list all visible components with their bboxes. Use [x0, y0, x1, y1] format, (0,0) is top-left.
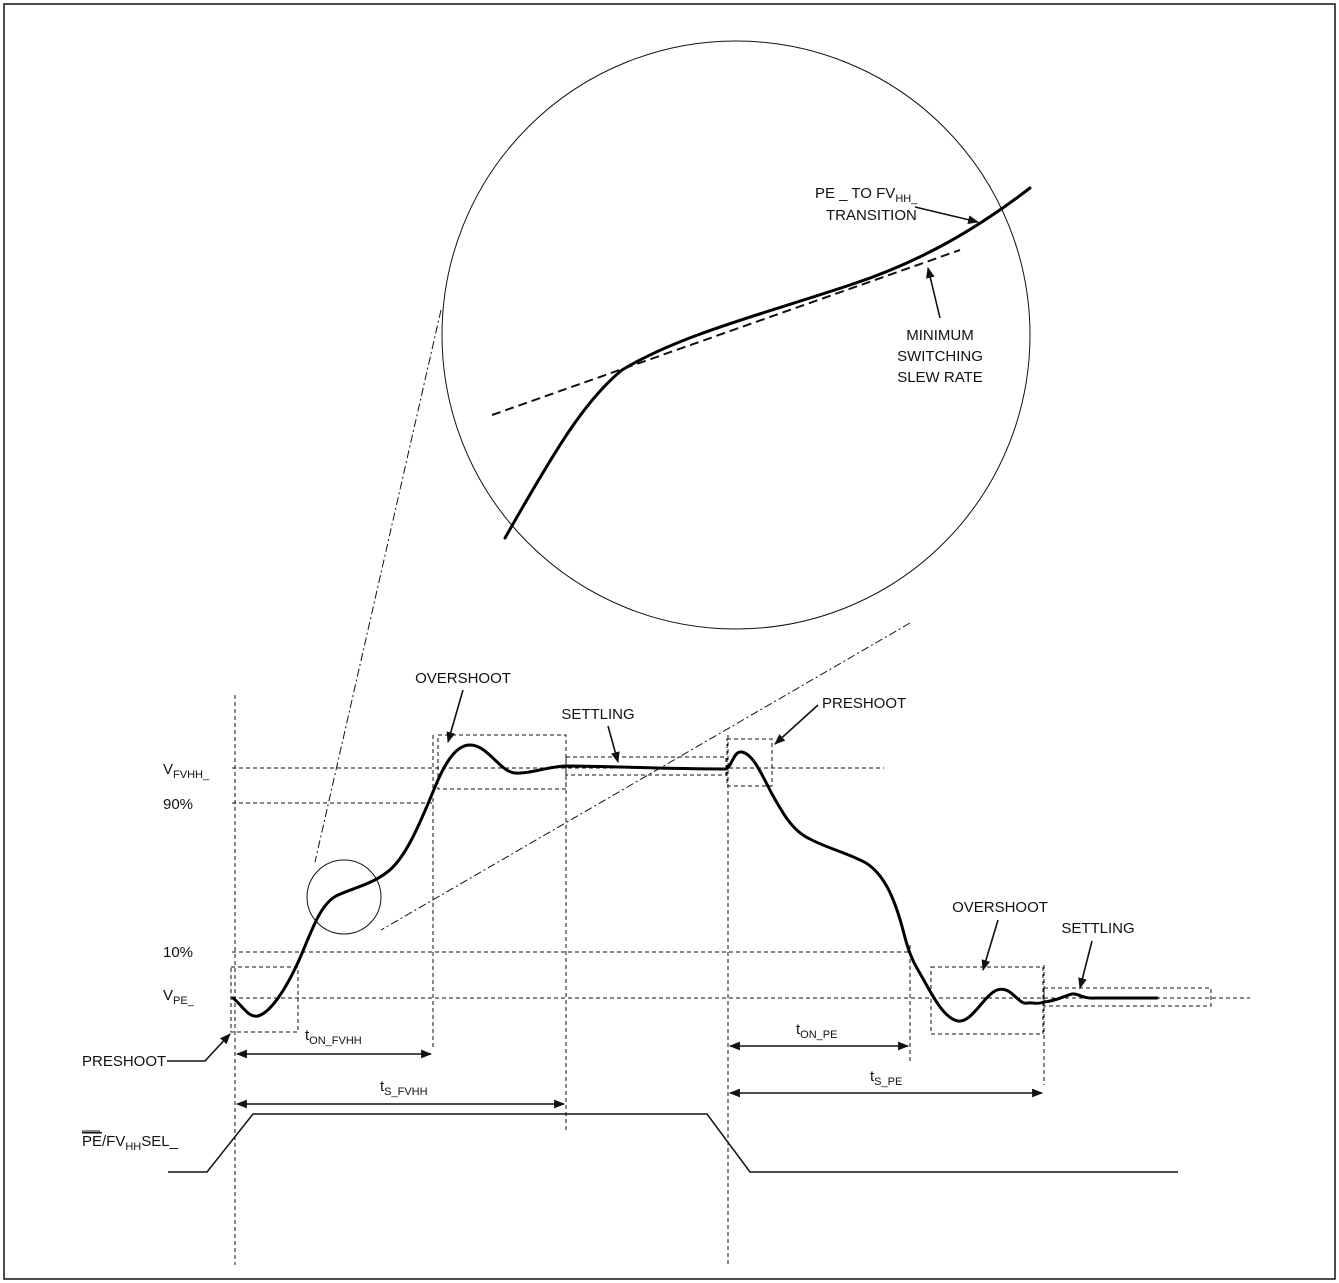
preshoot-label-start: PRESHOOT: [82, 1053, 166, 1070]
zoom-source-circle: [306, 859, 382, 935]
zoom-connector-right: [380, 622, 911, 931]
min-slew-label-1: MINIMUM: [906, 327, 974, 344]
overshoot-arrow-bottom: [981, 919, 999, 972]
zoom-connector-left: [314, 309, 442, 863]
select-signal-trace: [168, 1113, 1178, 1173]
min-slew-rate-line: [491, 249, 961, 416]
min-slew-label-2: SWITCHING: [897, 348, 983, 365]
overshoot-box-bottom: [930, 966, 1044, 1035]
zoom-callout-label-1: PE _ TO FVHH_: [815, 185, 918, 205]
min-slew-arrow: [926, 266, 941, 319]
level-10-label: 10%: [163, 944, 193, 961]
t-s-pe-label: tS_PE: [870, 1068, 902, 1088]
overshoot-label-bottom: OVERSHOOT: [952, 899, 1048, 916]
overshoot-box-top: [437, 734, 567, 790]
settling-arrow-top: [607, 725, 620, 764]
level-90-label: 90%: [163, 796, 193, 813]
frame-border: [3, 3, 1336, 1280]
t-on-fvhh-label: tON_FVHH: [305, 1027, 362, 1047]
output-waveform: [231, 743, 1159, 1023]
zoom-callout-label-2: TRANSITION: [826, 207, 917, 224]
settling-label-top: SETTLING: [561, 706, 634, 723]
vpe-label: VPE_: [163, 987, 195, 1007]
zoom-callout-arrow: [914, 206, 980, 224]
preshoot-arrow-top: [774, 704, 819, 745]
settling-label-bottom: SETTLING: [1061, 920, 1134, 937]
vfvhh-label: VFVHH_: [163, 761, 210, 781]
preshoot-arrow-start: [167, 1033, 231, 1062]
t-on-pe-label: tON_PE: [796, 1021, 837, 1041]
t-s-fvhh-label: tS_FVHH: [380, 1078, 428, 1098]
preshoot-label-top: PRESHOOT: [822, 695, 906, 712]
settling-box-bottom: [1043, 987, 1212, 1007]
settling-arrow-bottom: [1078, 940, 1093, 990]
overshoot-arrow-top: [446, 689, 464, 744]
magnified-transition-curve: [503, 186, 1032, 540]
select-signal-label: PE/FVHHSEL_: [82, 1133, 179, 1153]
preshoot-box-top: [726, 738, 773, 787]
overshoot-label-top: OVERSHOOT: [415, 670, 511, 687]
preshoot-box-start: [230, 966, 299, 1033]
zoom-circle: [441, 40, 1031, 630]
min-slew-label-3: SLEW RATE: [897, 369, 983, 386]
